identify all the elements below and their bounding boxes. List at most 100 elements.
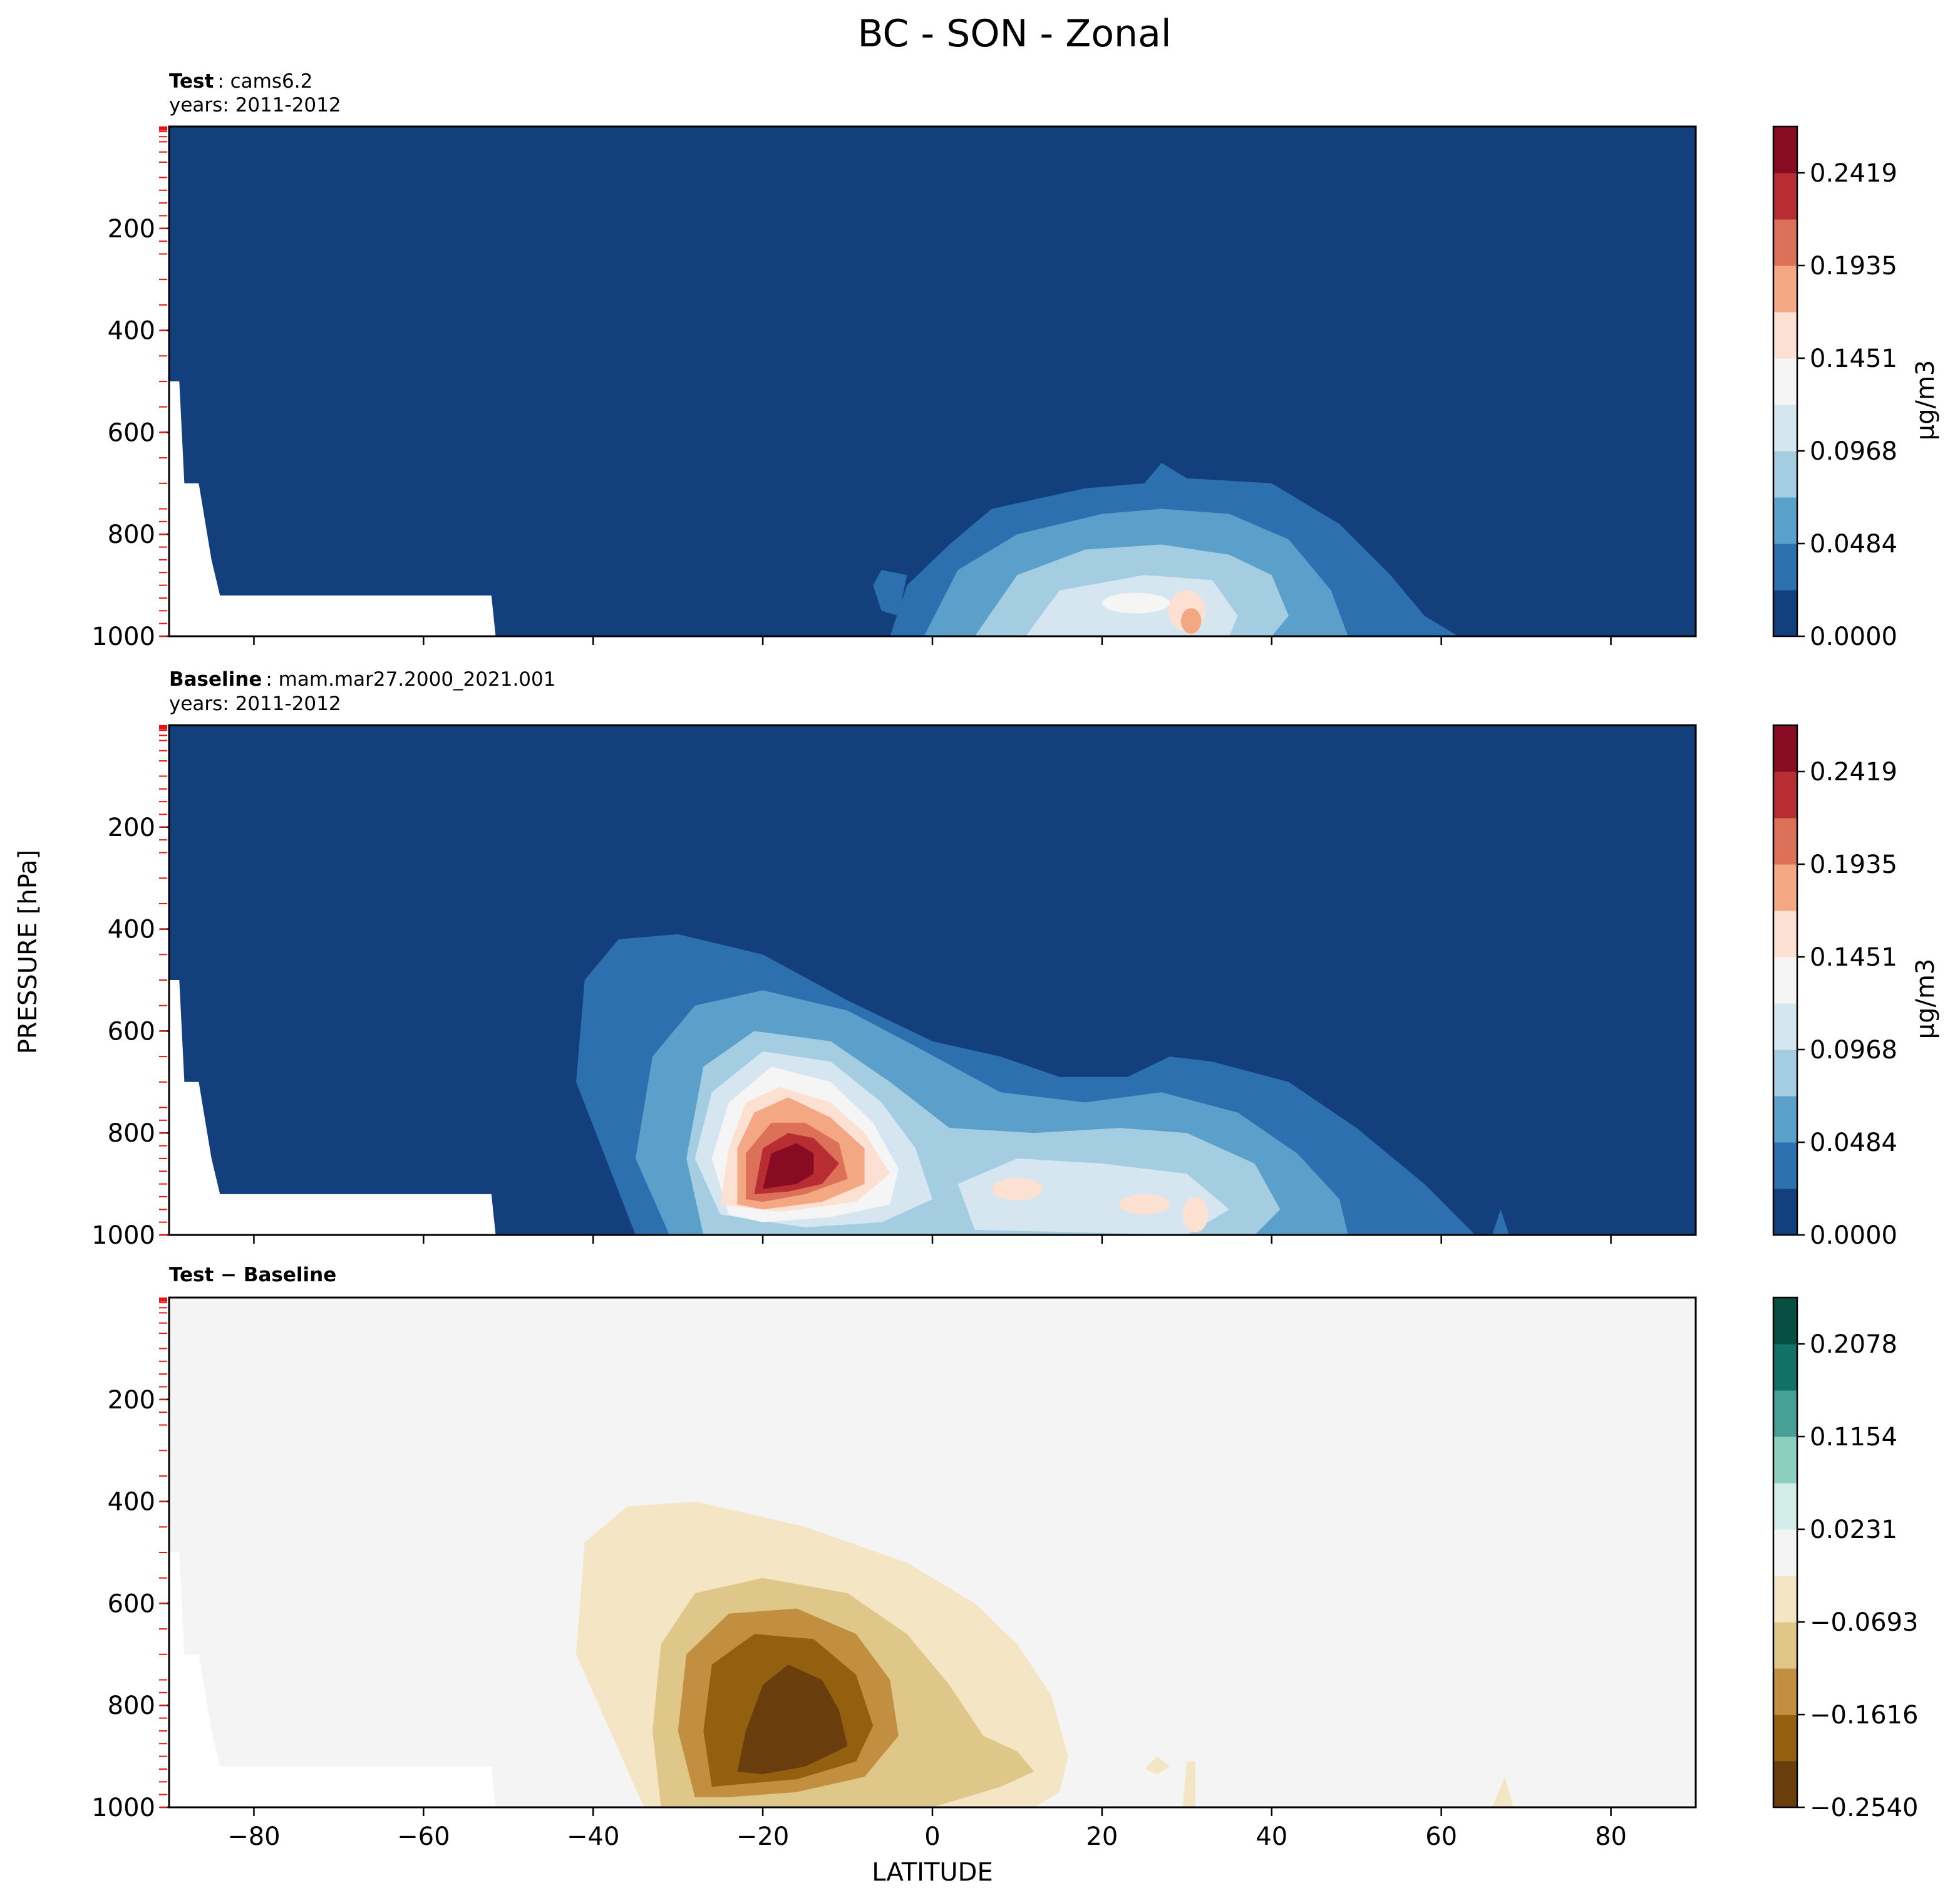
- colorbar-tick-label: −0.0693: [1810, 1608, 1918, 1637]
- colorbar-segment: [1773, 1142, 1797, 1189]
- colorbar-segment: [1773, 1437, 1797, 1484]
- colorbar-segment: [1773, 1096, 1797, 1143]
- svg-text:Test: cams6.2: Test: cams6.2: [169, 70, 312, 93]
- panel-test-label: : cams6.2: [217, 70, 312, 93]
- colorbar-tick-label: −0.1616: [1810, 1701, 1918, 1730]
- contour-band: [1101, 592, 1170, 614]
- contour-band: [1182, 1761, 1195, 1807]
- panel-baseline: Baseline: mam.mar27.2000_2021.001 years:…: [168, 668, 1697, 1236]
- y-tick-label: 400: [108, 317, 155, 346]
- contour-band: [1118, 1194, 1170, 1215]
- panel-test-label-bold: Test: [169, 70, 214, 93]
- contour-band: [763, 1143, 814, 1189]
- colorbar-tick-label: 0.0231: [1810, 1515, 1897, 1544]
- colorbar-segment: [1773, 1189, 1797, 1236]
- x-tick-label: 60: [1425, 1822, 1457, 1851]
- colorbar-tick-label: 0.0968: [1810, 437, 1897, 466]
- colorbar-segment: [1773, 957, 1797, 1004]
- colorbar-segment: [1773, 266, 1797, 312]
- colorbar-tick-label: 0.0000: [1810, 1221, 1897, 1250]
- y-axis-label: PRESSURE [hPa]: [14, 850, 43, 1054]
- y-tick-label: 400: [108, 1488, 155, 1517]
- panel-test: Test: cams6.2 years: 2011-2012: [168, 70, 1697, 638]
- panel-test-contours: [169, 126, 1696, 636]
- colorbar-tick-label: −0.2540: [1810, 1794, 1918, 1822]
- colorbar-segment: [1773, 1529, 1797, 1576]
- colorbar-frame: [1772, 1296, 1798, 1809]
- colorbar-segment: [1773, 818, 1797, 865]
- figure-title: BC - SON - Zonal: [857, 12, 1171, 56]
- colorbar-segment: [1773, 1715, 1797, 1762]
- panel-difference: Test − Baseline: [168, 1264, 1697, 1809]
- colorbar-tick-label: 0.1451: [1810, 344, 1897, 373]
- contour-band: [873, 570, 907, 616]
- y-tick-label: 800: [108, 1691, 155, 1720]
- panel-difference-contours: [169, 1298, 1696, 1807]
- background-band: [169, 1298, 1696, 1807]
- colorbar-segment: [1773, 312, 1797, 359]
- colorbar-label: μg/m3: [1911, 360, 1940, 441]
- y-tick-label: 200: [108, 1386, 155, 1415]
- colorbar-tick-label: 0.2419: [1810, 758, 1897, 787]
- colorbar-segment: [1773, 1344, 1797, 1391]
- panel-baseline-label: : mam.mar27.2000_2021.001: [266, 668, 555, 691]
- colorbar-segment: [1773, 1390, 1797, 1437]
- panel-difference-label-bold: Test − Baseline: [169, 1264, 336, 1286]
- colorbar-label: μg/m3: [1911, 959, 1940, 1040]
- axis-ticks: 2004006008001000200400600800100020040060…: [91, 126, 1627, 1851]
- colorbar-segment: [1773, 126, 1797, 173]
- colorbar-segment: [1773, 219, 1797, 266]
- colorbar-segment: [1773, 864, 1797, 911]
- colorbar-segment: [1773, 405, 1797, 452]
- y-tick-label: 200: [108, 813, 155, 842]
- colorbar-frame: [1772, 125, 1798, 638]
- colorbar-frame: [1772, 724, 1798, 1236]
- colorbar-segment: [1773, 1668, 1797, 1715]
- contour-band: [1407, 1204, 1433, 1235]
- colorbar-segment: [1773, 772, 1797, 818]
- colorbar-segment: [1773, 173, 1797, 220]
- colorbar-tick-label: 0.0484: [1810, 530, 1897, 559]
- no-data-region: [169, 980, 496, 1235]
- colorbar-tick-label: 0.1935: [1810, 850, 1897, 879]
- y-tick-label: 600: [108, 418, 155, 447]
- colorbar-tick-label: 0.1935: [1810, 252, 1897, 281]
- colorbar-segment: [1773, 358, 1797, 405]
- contour-band: [1492, 1777, 1514, 1807]
- colorbar-segment: [1773, 1576, 1797, 1623]
- contour-band: [957, 1158, 1230, 1235]
- colorbar-segment: [1773, 1483, 1797, 1530]
- x-axis-label: LATITUDE: [872, 1858, 993, 1887]
- contour-band: [1182, 1196, 1209, 1232]
- panel-baseline-years: years: 2011-2012: [169, 693, 341, 715]
- y-tick-label: 1000: [91, 622, 155, 651]
- y-tick-label: 800: [108, 1119, 155, 1148]
- y-tick-label: 400: [108, 916, 155, 944]
- panel-baseline-label-bold: Baseline: [169, 668, 262, 691]
- y-tick-label: 200: [108, 215, 155, 244]
- colorbar-segment: [1773, 544, 1797, 591]
- y-tick-label: 1000: [91, 1221, 155, 1250]
- y-tick-label: 1000: [91, 1794, 155, 1822]
- contour-band: [737, 1665, 848, 1775]
- panel-test-years: years: 2011-2012: [169, 94, 341, 116]
- x-tick-label: 20: [1086, 1822, 1118, 1851]
- no-data-region: [169, 1552, 496, 1807]
- colorbar-segment: [1773, 1050, 1797, 1097]
- colorbar-tick-label: 0.2419: [1810, 159, 1897, 188]
- colorbars: 0.0000 0.0484 0.0968 0.1451 0.1935 0.2419 μg/m…: [1772, 125, 1940, 1822]
- contour-band: [1144, 1756, 1170, 1775]
- colorbar-tick-label: 0.1154: [1810, 1423, 1897, 1452]
- colorbar-tick-label: 0.0968: [1810, 1036, 1897, 1065]
- panel-baseline-contours: [169, 725, 1696, 1235]
- x-tick-label: −40: [567, 1822, 619, 1851]
- y-tick-label: 800: [108, 520, 155, 549]
- colorbar-tick-label: 0.0000: [1810, 622, 1897, 651]
- contour-band: [1180, 608, 1202, 634]
- x-tick-label: −60: [397, 1822, 450, 1851]
- colorbar-segment: [1773, 497, 1797, 544]
- no-data-region: [169, 381, 496, 636]
- contour-band: [1492, 1209, 1509, 1235]
- colorbar-segment: [1773, 1761, 1797, 1808]
